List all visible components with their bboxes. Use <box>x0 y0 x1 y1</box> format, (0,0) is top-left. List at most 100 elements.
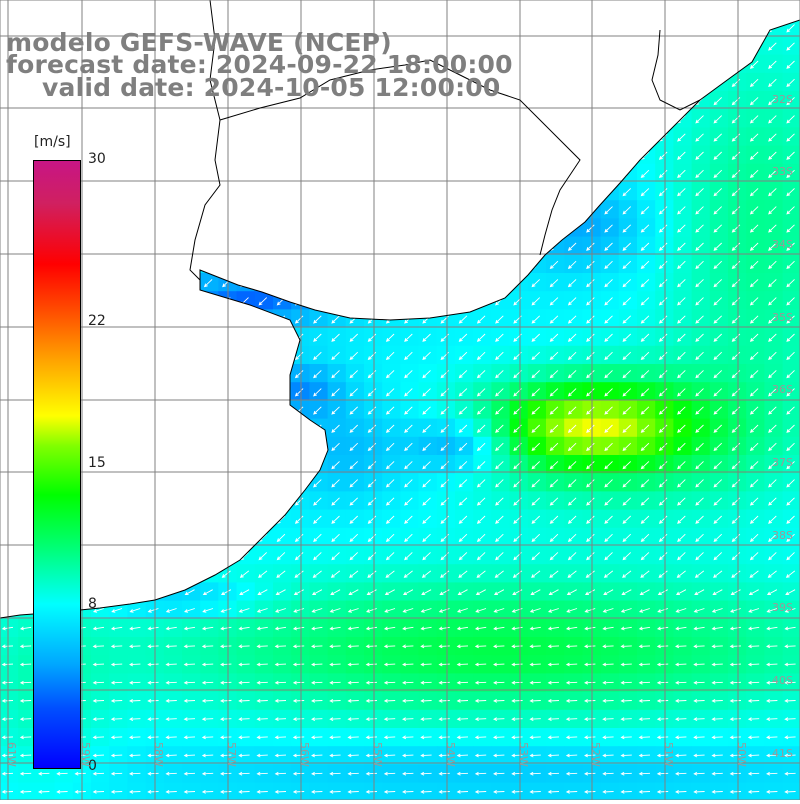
wind-arrow <box>565 717 578 722</box>
wind-arrow <box>731 224 741 233</box>
wind-arrow <box>749 315 759 324</box>
wind-arrow <box>331 424 340 433</box>
wind-arrow <box>383 626 396 631</box>
wind-arrow <box>766 589 778 596</box>
wind-arrow <box>786 242 795 251</box>
wind-arrow <box>768 206 777 215</box>
wind-arrow <box>656 699 669 703</box>
wind-arrow <box>256 717 268 722</box>
wind-arrow <box>404 370 413 379</box>
wind-arrow <box>476 370 486 379</box>
wind-arrow <box>786 406 795 415</box>
longitude-label: 58W <box>152 742 165 767</box>
wind-arrow <box>110 790 123 794</box>
wind-arrow <box>640 424 650 433</box>
wind-arrow <box>602 790 614 794</box>
wind-arrow <box>529 735 541 740</box>
wind-arrow <box>422 552 431 561</box>
wind-arrow <box>713 188 723 197</box>
wind-arrow <box>711 735 723 740</box>
wind-arrow <box>256 608 268 613</box>
wind-arrow <box>311 608 323 613</box>
wind-arrow <box>711 771 723 776</box>
wind-arrow <box>184 589 195 596</box>
wind-arrow <box>404 497 413 506</box>
wind-arrow <box>458 479 468 488</box>
wind-arrow <box>420 790 432 794</box>
wind-arrow <box>567 552 577 561</box>
wind-arrow <box>311 626 323 631</box>
wind-arrow <box>329 626 341 631</box>
wind-arrow <box>565 771 578 776</box>
wind-arrow <box>129 680 141 685</box>
wind-arrow <box>367 515 377 524</box>
wind-arrow <box>565 790 578 794</box>
wind-arrow <box>766 608 778 613</box>
wind-arrow <box>165 644 177 649</box>
wind-arrow <box>604 479 613 488</box>
wind-arrow <box>220 717 232 722</box>
wind-arrow <box>202 589 213 596</box>
wind-arrow <box>567 515 577 524</box>
wind-arrow <box>639 608 650 613</box>
wind-arrow <box>731 133 741 142</box>
wind-arrow <box>19 680 32 685</box>
wind-arrow <box>313 533 322 543</box>
wind-arrow <box>584 662 596 667</box>
wind-arrow <box>165 717 177 722</box>
wind-arrow <box>495 442 504 452</box>
wind-arrow <box>129 771 141 776</box>
wind-arrow <box>531 388 541 397</box>
wind-arrow <box>604 406 613 415</box>
wind-arrow <box>311 790 323 794</box>
wind-arrow <box>548 589 559 596</box>
wind-arrow <box>258 552 268 561</box>
longitude-label: 51W <box>662 742 675 767</box>
wind-arrow <box>768 388 777 397</box>
wind-arrow <box>603 589 614 596</box>
wind-arrow <box>784 790 796 794</box>
wind-arrow <box>640 442 650 452</box>
wind-arrow <box>476 406 486 415</box>
wind-arrow <box>658 333 668 342</box>
wind-arrow <box>677 406 686 415</box>
wind-arrow <box>56 790 68 794</box>
wind-arrow <box>331 315 340 324</box>
wind-arrow <box>349 570 359 578</box>
wind-arrow <box>456 753 469 758</box>
wind-arrow <box>256 699 268 703</box>
wind-arrow <box>384 589 395 596</box>
wind-arrow <box>604 351 613 361</box>
wind-arrow <box>786 388 795 397</box>
wind-arrow <box>675 626 687 631</box>
wind-arrow <box>584 735 596 740</box>
wind-arrow <box>549 479 559 488</box>
wind-arrow <box>586 461 595 470</box>
wind-arrow <box>147 735 159 740</box>
wind-arrow <box>549 424 559 433</box>
wind-arrow <box>677 279 686 288</box>
wind-arrow <box>604 370 613 379</box>
wind-arrow <box>713 533 723 543</box>
wind-arrow <box>19 771 32 776</box>
wind-arrow <box>786 60 795 69</box>
wind-arrow <box>786 515 795 524</box>
wind-arrow <box>385 479 395 488</box>
latitude-label: 32S <box>772 93 793 106</box>
wind-arrow <box>731 351 741 361</box>
wind-arrow <box>293 589 304 596</box>
wind-arrow <box>384 608 396 613</box>
wind-arrow <box>474 753 487 758</box>
wind-arrow <box>294 570 304 578</box>
wind-arrow <box>749 60 759 69</box>
wind-arrow <box>640 497 650 506</box>
wind-arrow <box>549 370 559 379</box>
wind-arrow <box>768 224 777 233</box>
wind-arrow <box>493 608 505 613</box>
wind-arrow <box>677 133 686 142</box>
wind-arrow <box>584 790 596 794</box>
wind-arrow <box>675 699 687 703</box>
wind-arrow <box>729 680 742 685</box>
